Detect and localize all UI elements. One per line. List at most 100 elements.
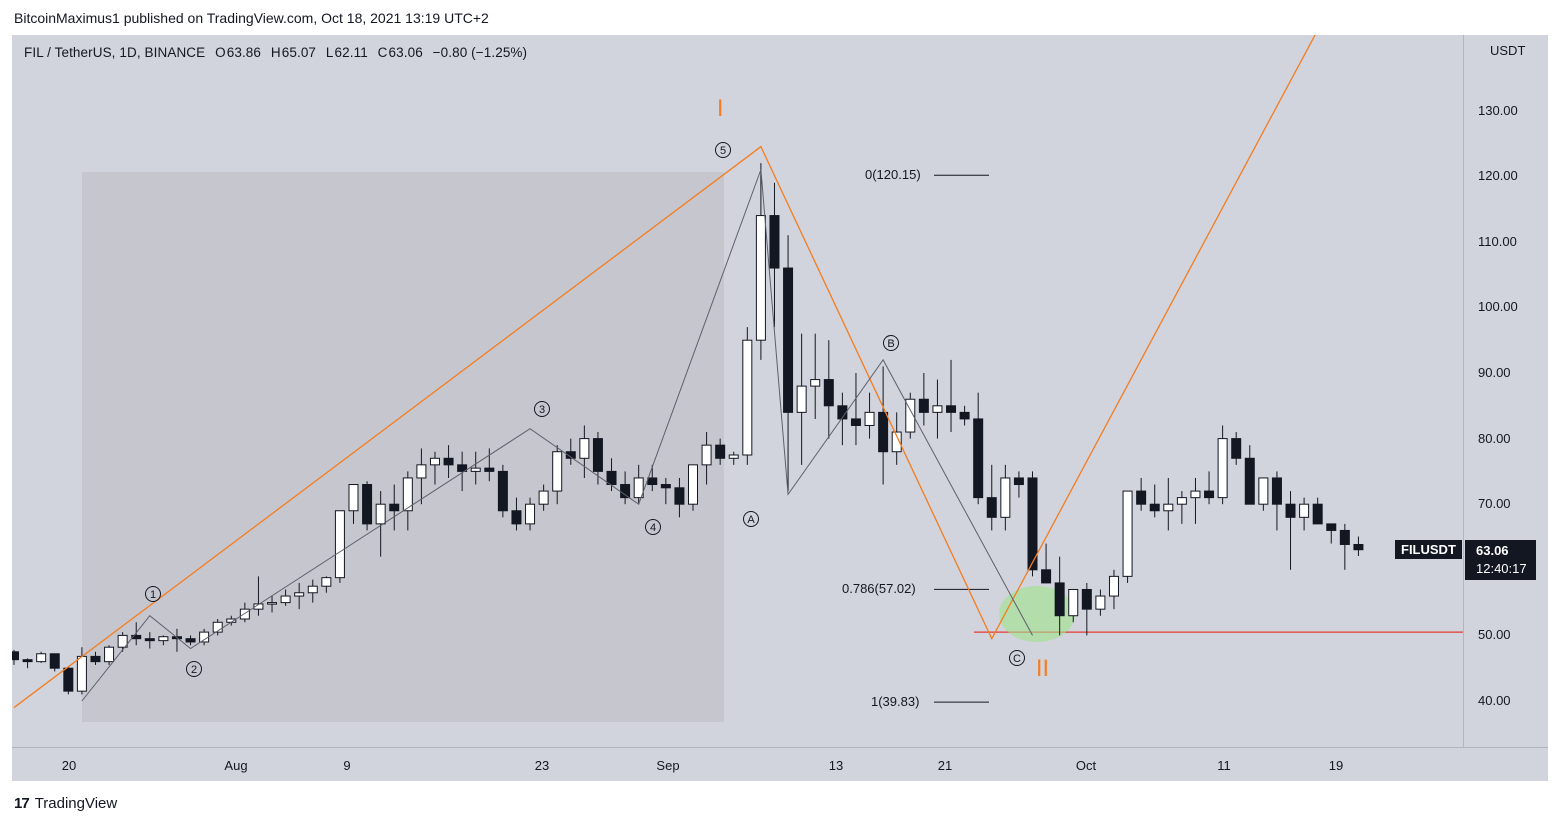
candle-body-down [837,405,848,420]
candle [1122,490,1133,583]
candle-body-down [1013,477,1024,486]
candle-body-down [1271,477,1282,505]
x-tick-label: Aug [224,758,248,773]
candle [552,445,563,505]
candle-body-up [334,510,345,579]
candle [755,163,766,360]
wave-label-II: II [1036,657,1049,682]
candle [429,451,440,485]
candle [90,651,101,665]
candle [1299,497,1310,531]
wave-circle-2: 2 [186,661,202,677]
y-tick-label: 50.00 [1478,627,1511,643]
candle-body-down [783,267,794,413]
low-value: 62.11 [334,45,368,60]
wave-circle-text: 5 [720,145,726,157]
candle [579,425,590,478]
impulse-wave-line [13,35,1316,709]
candle-body-down [823,379,834,407]
publish-header: BitcoinMaximus1 published on TradingView… [14,10,489,26]
candle-body-up [76,655,87,692]
candle-body-down [769,215,780,269]
wave-circle-text: 1 [150,589,156,601]
candle-body-down [362,484,373,525]
wave-label-I: I [717,97,724,122]
candle [1353,536,1364,556]
high-value: 65.07 [281,45,317,60]
candle-body-up [1176,497,1187,505]
candle-body-down [674,487,685,505]
candle-body-up [755,215,766,341]
candle-body-down [131,634,142,640]
footer-brand[interactable]: 17 TradingView [14,795,117,812]
candle-body-up [932,405,943,413]
candle-body-down [511,510,522,525]
candle [1041,543,1052,584]
candle [1136,477,1147,511]
candle-body-up [36,653,47,663]
symbol-info: FIL / TetherUS, 1D, BINANCE O63.86 H65.0… [24,45,527,60]
candle [63,666,74,695]
wave-circle-ring [743,511,759,527]
candle [362,481,373,531]
candle-body-up [810,379,821,387]
wave-circle-text: 2 [191,664,197,676]
candle-body-down [946,405,957,413]
candle [185,635,196,646]
candle-body-up [117,634,128,648]
candle-body-up [552,451,563,492]
candle [443,445,454,478]
fib-label-0: 0(120.15) [865,167,921,182]
highlight-box [82,172,724,722]
candle-body-down [565,451,576,459]
wave-circle-text: A [747,514,755,526]
x-tick-label: 9 [343,758,351,773]
candle [1326,523,1337,544]
low-label: L [325,45,334,60]
candle [633,464,644,505]
candles-layer [12,163,1364,695]
wave-circle-5: 5 [715,142,731,158]
candle [1108,569,1119,610]
candle-body-down [715,444,726,459]
candle-body-up [1163,503,1174,512]
y-tick-label: 130.00 [1478,102,1518,118]
candle-body-up [1258,477,1269,505]
high-label: H [270,45,281,60]
candle [905,392,916,439]
candle-body-up [307,585,318,594]
candle [1176,491,1187,524]
candle-body-up [688,464,698,505]
candle-body-up [538,490,549,505]
candle-body-up [375,503,386,525]
candle [837,392,848,446]
wave-circle-text: C [1013,653,1021,665]
wave-circle-text: B [887,338,894,350]
candle [348,484,359,524]
candle-body-down [12,651,19,661]
candle-body-up [199,631,210,643]
candle-body-down [1204,490,1215,499]
candle-body-down [1353,543,1364,551]
candle-body-down [1326,523,1337,531]
x-tick-label: 13 [828,758,844,773]
candle [1095,589,1106,616]
candle-body-up [633,477,644,499]
y-tick-label: 40.00 [1478,693,1511,708]
candle-body-down [484,467,495,472]
tradingview-logo-icon: 17 [14,795,30,812]
candle-body-up [728,454,739,459]
candle [416,448,427,505]
candle-body-up [321,577,332,587]
candle [1000,464,1011,531]
candle [375,491,386,557]
highlight-box-layer [82,172,724,722]
candle-body-up [158,636,169,642]
candle-body-up [429,457,440,466]
last-price-label: 63.06 12:40:17 [1465,540,1536,580]
candle-body-down [1027,477,1038,571]
candle-body-up [701,444,712,466]
candle [1285,491,1296,570]
